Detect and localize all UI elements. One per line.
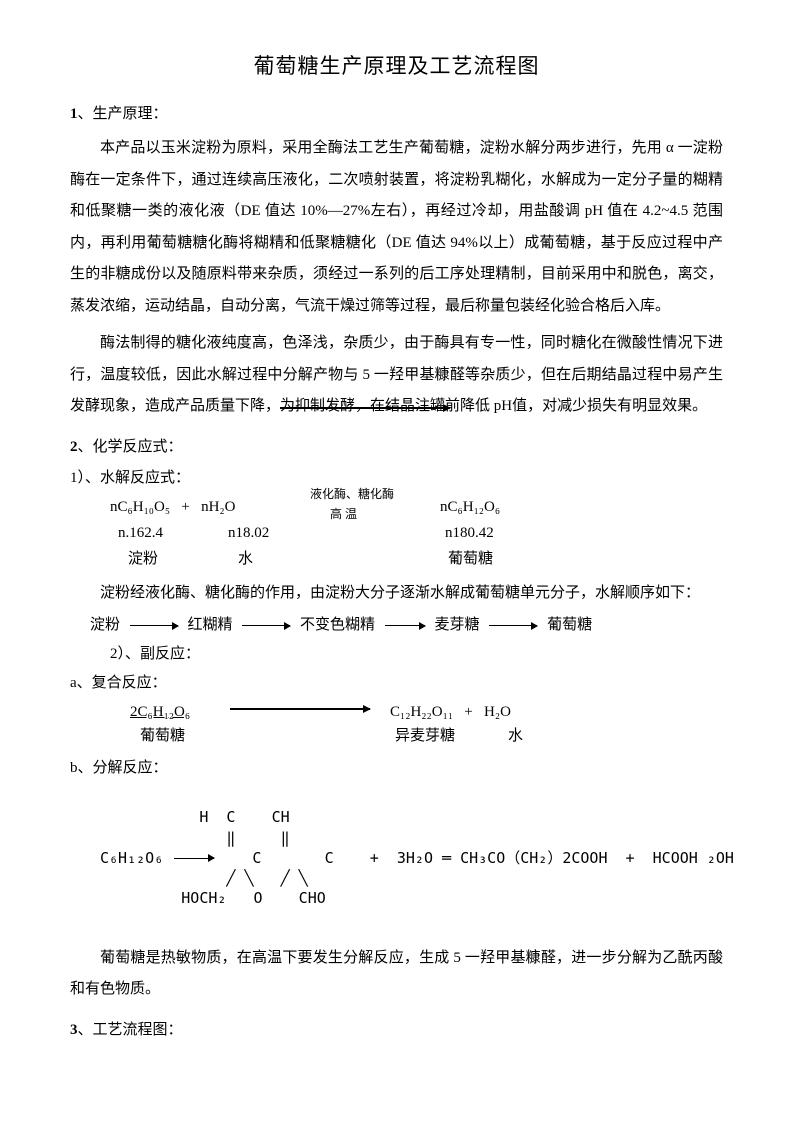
eq2-product-1: C₁₂H₂₂O₁₁ bbox=[390, 704, 453, 720]
hydrolysis-flow: 淀粉 红糊精 不变色糊精 麦芽糖 葡萄糖 bbox=[90, 613, 723, 634]
section-3-text: 、工艺流程图： bbox=[78, 1022, 183, 1038]
flow-maltose: 麦芽糖 bbox=[435, 617, 480, 633]
page-title: 葡萄糖生产原理及工艺流程图 bbox=[70, 50, 723, 80]
eq1-product: nC₆H₁₂O₆ bbox=[440, 499, 500, 515]
arrow-icon bbox=[280, 407, 450, 409]
combination-equation: 2C₆H₁₂O₆ C₁₂H₂₂O₁₁ + H₂O 葡萄糖 异麦芽糖 水 bbox=[130, 698, 723, 748]
flow-starch: 淀粉 bbox=[90, 617, 120, 633]
eq2-name-l: 葡萄糖 bbox=[140, 722, 185, 751]
eq1-name-1: 淀粉 bbox=[128, 545, 158, 574]
section-2-heading: 2、化学反应式： bbox=[70, 435, 723, 456]
eq2-name-r1: 异麦芽糖 bbox=[395, 722, 455, 751]
paragraph-3: 葡萄糖是热敏物质，在高温下要发生分解反应，生成 5 一羟甲基糠醛，进一步分解为乙… bbox=[70, 943, 723, 1006]
side-reaction-a: a、复合反应： bbox=[70, 671, 723, 692]
arrow-icon bbox=[385, 625, 425, 627]
section-2-number: 2 bbox=[70, 439, 78, 455]
section-3-number: 3 bbox=[70, 1022, 78, 1038]
subsection-2-1: 1）、水解反应式： bbox=[70, 466, 723, 487]
paragraph-2-dot: 。 bbox=[692, 398, 707, 414]
flow-glucose: 葡萄糖 bbox=[547, 617, 592, 633]
arrow-icon bbox=[242, 625, 290, 627]
eq1-name-2: 水 bbox=[238, 545, 253, 574]
arrow-icon bbox=[230, 708, 370, 710]
side-reaction-b: b、分解反应： bbox=[70, 756, 723, 777]
arrow-icon bbox=[489, 625, 537, 627]
struct-line-bot: HOCH₂ O CHO bbox=[100, 889, 326, 907]
eq2-reactant: 2C₆H₁₂O₆ bbox=[130, 704, 190, 720]
section-2-text: 、化学反应式： bbox=[78, 439, 183, 455]
eq2-name-r2: 水 bbox=[508, 722, 523, 751]
subsection-2-2: 2）、副反应： bbox=[110, 642, 723, 663]
struct-line-mid: ‖ ‖ bbox=[100, 829, 290, 847]
eq1-reactant-1: nC₆H₁₀O₅ bbox=[110, 499, 170, 515]
struct-products: C C + 3H₂O ═ CH₃CO（CH₂）2COOH + HCOOH ₂OH bbox=[216, 849, 734, 867]
section-1-text: 、生产原理： bbox=[78, 106, 168, 122]
decomposition-structure: H C CH ‖ ‖ C₆H₁₂O₆ C C + 3H₂O ═ CH₃CO（CH… bbox=[100, 787, 723, 929]
struct-line-top: H C CH bbox=[100, 808, 290, 826]
eq1-name-3: 葡萄糖 bbox=[448, 545, 493, 574]
paragraph-2-text: 酶法制得的糖化液纯度高，色泽浅，杂质少，由于酶具有专一性，同时糖化在微酸性情况下… bbox=[70, 335, 723, 414]
section-3-heading: 3、工艺流程图： bbox=[70, 1018, 723, 1039]
eq1-mass-2: n18.02 bbox=[228, 519, 269, 548]
eq2-product-2: H₂O bbox=[484, 704, 511, 720]
struct-reactant: C₆H₁₂O₆ bbox=[100, 849, 163, 867]
arrow-icon bbox=[130, 625, 178, 627]
eq1-reactant-2: nH₂O bbox=[201, 499, 235, 515]
hydrolysis-note: 淀粉经液化酶、糖化酶的作用，由淀粉大分子逐渐水解成葡萄糖单元分子，水解顺序如下： bbox=[70, 579, 723, 608]
flow-dextrin: 不变色糊精 bbox=[300, 617, 375, 633]
paragraph-2: 酶法制得的糖化液纯度高，色泽浅，杂质少，由于酶具有专一性，同时糖化在微酸性情况下… bbox=[70, 328, 723, 423]
flow-red-dextrin: 红糊精 bbox=[188, 617, 233, 633]
section-1-heading: 1、生产原理： bbox=[70, 102, 723, 123]
eq1-condition-top: 液化酶、糖化酶 bbox=[310, 487, 394, 503]
eq1-condition-bot: 高 温 bbox=[330, 507, 357, 523]
paragraph-1: 本产品以玉米淀粉为原料，采用全酶法工艺生产葡萄糖，淀粉水解分两步进行，先用 α … bbox=[70, 133, 723, 322]
section-1-number: 1 bbox=[70, 106, 78, 122]
arrow-icon bbox=[174, 858, 214, 860]
hydrolysis-equation: nC₆H₁₀O₅ + nH₂O 液化酶、糖化酶 高 温 nC₆H₁₂O₆ n.1… bbox=[110, 493, 723, 573]
eq1-mass-1: n.162.4 bbox=[118, 519, 163, 548]
eq1-mass-3: n180.42 bbox=[445, 519, 494, 548]
